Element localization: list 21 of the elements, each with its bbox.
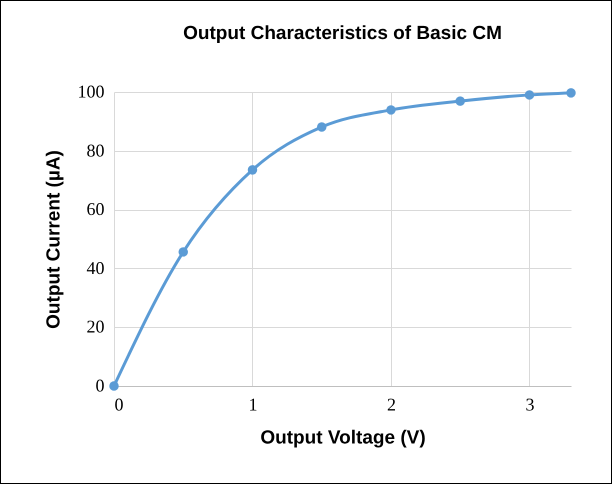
x-tick-label: 1 — [248, 394, 258, 414]
point — [248, 165, 258, 175]
x-tick-label: 0 — [114, 394, 124, 414]
point — [524, 90, 534, 100]
point — [386, 105, 396, 115]
point — [455, 96, 465, 106]
y-axis-title: Output Current (µA) — [44, 150, 64, 329]
chart-title: Output Characteristics of Basic CM — [183, 23, 502, 44]
x-tick-label: 3 — [525, 394, 534, 414]
y-tick-label: 60 — [86, 199, 104, 220]
y-tick-label: 80 — [86, 140, 104, 160]
y-tick-label: 40 — [86, 258, 104, 278]
x-tick-label: 2 — [386, 394, 396, 414]
y-tick-label: 100 — [78, 82, 104, 102]
y-tick-label: 0 — [96, 376, 104, 396]
point — [109, 381, 119, 391]
point — [316, 122, 326, 132]
point — [566, 88, 576, 98]
y-tick-label: 20 — [86, 316, 104, 337]
point — [178, 247, 188, 257]
x-axis-title: Output Voltage (V) — [260, 428, 426, 448]
